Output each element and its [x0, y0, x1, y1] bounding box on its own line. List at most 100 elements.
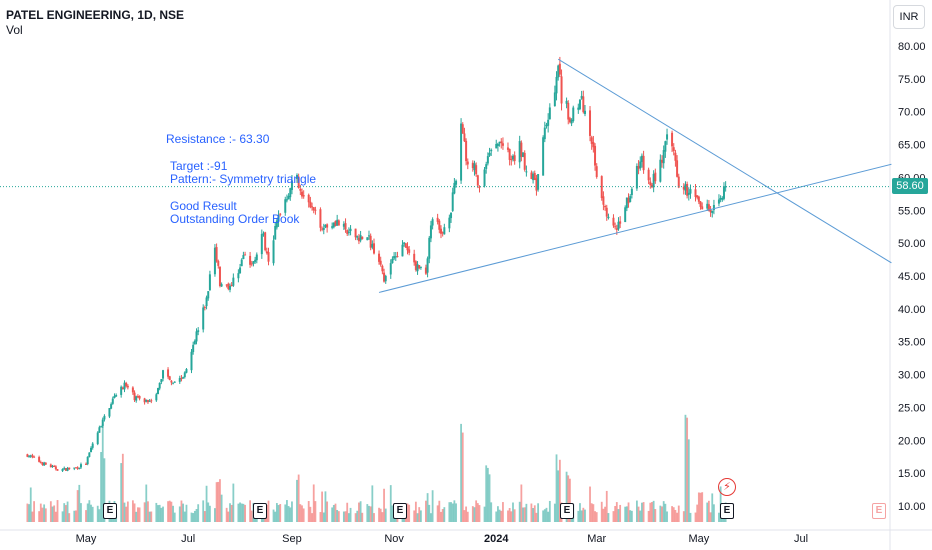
earnings-marker[interactable]: E	[560, 503, 574, 519]
volume-bar	[522, 507, 524, 522]
volume-bar	[346, 502, 349, 522]
earnings-marker[interactable]: E	[103, 503, 117, 519]
volume-bar	[289, 507, 292, 522]
volume-bar	[475, 500, 478, 522]
volume-bar	[465, 506, 468, 522]
volume-bar	[565, 471, 568, 522]
candle	[180, 375, 183, 382]
currency-button[interactable]: INR	[893, 5, 925, 29]
y-tick-label: 70.00	[898, 107, 926, 119]
volume-bar	[28, 504, 30, 522]
candle	[577, 103, 580, 114]
candle	[617, 217, 620, 231]
volume-bar	[478, 505, 481, 522]
candle	[91, 442, 94, 450]
candle	[133, 390, 136, 402]
volume-bar	[438, 500, 441, 522]
candle	[532, 171, 535, 184]
volume-bar	[508, 508, 511, 522]
candle	[661, 155, 664, 168]
candle	[572, 105, 575, 123]
volume-bar	[600, 501, 603, 522]
volume-bar	[440, 511, 442, 522]
candle	[682, 183, 685, 195]
earnings-marker[interactable]: E	[720, 503, 734, 519]
note-order-book[interactable]: Outstanding Order Book	[170, 212, 300, 226]
candle	[150, 398, 153, 404]
candle	[594, 143, 597, 171]
candle	[471, 160, 474, 172]
volume-bar	[649, 502, 652, 522]
candle	[160, 378, 163, 385]
candle	[542, 135, 545, 176]
volume-bar	[312, 484, 315, 522]
candle	[578, 98, 581, 111]
candle	[262, 231, 265, 237]
candle	[331, 222, 334, 230]
volume-bar	[686, 417, 689, 522]
lightning-icon[interactable]: ⚡	[718, 478, 736, 496]
candle	[66, 466, 69, 472]
candle	[453, 178, 456, 195]
volume-bar	[96, 505, 99, 522]
candle	[513, 151, 516, 165]
trendline-lower	[378, 163, 892, 293]
volume-bar	[630, 510, 633, 522]
volume-bar	[39, 503, 42, 522]
y-tick-label: 10.00	[898, 501, 926, 513]
volume-bar	[167, 501, 169, 522]
candle	[79, 462, 82, 469]
candle	[711, 210, 714, 218]
candle	[701, 202, 704, 210]
candle	[302, 190, 305, 199]
volume-bar	[701, 492, 704, 522]
candle	[522, 152, 525, 158]
x-tick-label: May	[76, 533, 97, 545]
earnings-marker[interactable]: E	[393, 503, 407, 519]
candle	[461, 122, 464, 134]
y-tick-label: 65.00	[898, 140, 926, 152]
volume-bar	[54, 511, 57, 522]
volume-bar	[143, 502, 146, 522]
volume-label[interactable]: Vol	[6, 23, 23, 37]
candle	[108, 408, 111, 419]
y-tick-label: 20.00	[898, 435, 926, 447]
candle	[121, 386, 124, 390]
candle	[326, 223, 329, 233]
candle	[342, 221, 345, 230]
volume-bar	[497, 506, 499, 522]
candle	[687, 187, 690, 201]
earnings-marker[interactable]: E	[253, 503, 267, 519]
candle	[250, 260, 253, 267]
candle	[274, 221, 277, 240]
candle	[264, 231, 267, 252]
note-pattern[interactable]: Pattern:- Symmetry triangle	[170, 172, 317, 186]
volume-bar	[220, 494, 223, 522]
volume-bar	[192, 513, 195, 522]
volume-bar	[451, 503, 454, 522]
candle	[450, 212, 453, 223]
candle	[96, 431, 99, 446]
note-resistance[interactable]: Resistance :- 63.30	[166, 132, 270, 146]
volume-bar	[158, 504, 161, 522]
symbol-title[interactable]: PATEL ENGINEERING, 1D, NSE	[6, 8, 185, 22]
volume-bar	[594, 511, 596, 522]
volume-bar	[322, 512, 325, 522]
y-tick-label: 40.00	[898, 304, 926, 316]
note-target[interactable]: Target :-91	[170, 159, 228, 173]
candle	[207, 291, 210, 301]
candle	[565, 97, 568, 109]
volume-bar	[569, 478, 571, 522]
candle	[547, 113, 550, 133]
candle	[706, 199, 709, 211]
candle	[441, 231, 444, 237]
candle	[460, 118, 463, 184]
candle	[429, 220, 432, 243]
earnings-marker-upcoming[interactable]: E	[872, 503, 886, 519]
volume-bar	[101, 424, 104, 522]
note-result[interactable]: Good Result	[170, 199, 237, 213]
volume-bar	[486, 467, 489, 522]
candle	[629, 194, 632, 203]
volume-bar	[381, 512, 384, 522]
